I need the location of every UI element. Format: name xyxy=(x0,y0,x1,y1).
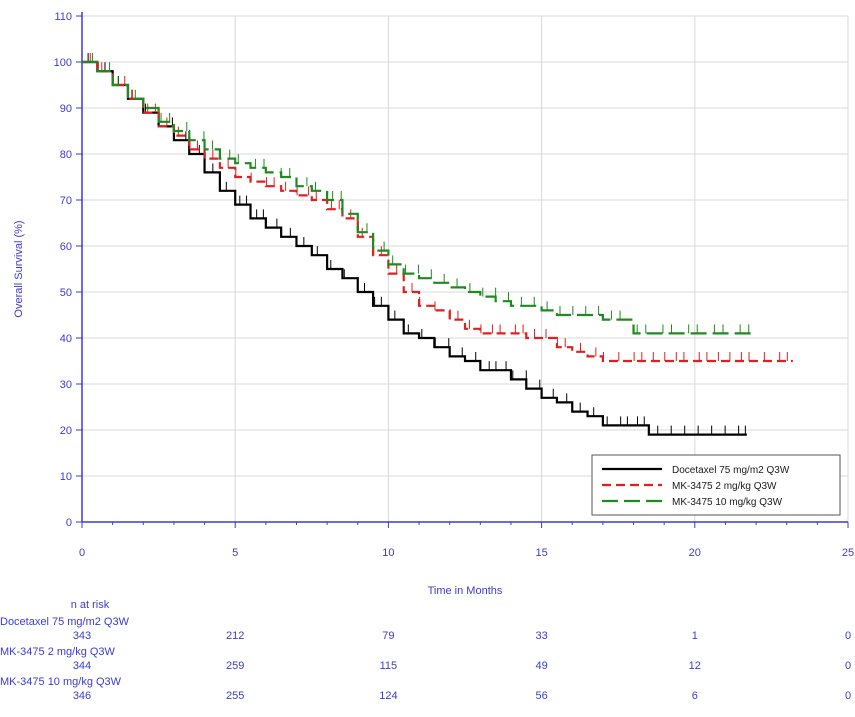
legend: Docetaxel 75 mg/m2 Q3W MK-3475 2 mg/kg Q3… xyxy=(591,454,841,516)
risk-count: 12 xyxy=(689,660,701,672)
risk-table-header: n at risk xyxy=(71,599,110,611)
risk-count: 344 xyxy=(73,660,91,672)
risk-count: 6 xyxy=(692,690,698,702)
risk-count: 0 xyxy=(845,690,851,702)
y-tick-label: 50 xyxy=(60,287,72,299)
y-tick-label: 110 xyxy=(54,11,72,23)
x-tick-label: 5 xyxy=(232,547,238,559)
risk-table: n at risk Docetaxel 75 mg/m2 Q3W 343 212 79… xyxy=(0,599,851,702)
risk-count: 56 xyxy=(535,690,547,702)
risk-count: 1 xyxy=(692,630,698,642)
risk-count: 346 xyxy=(73,690,91,702)
risk-count: 115 xyxy=(380,660,398,672)
grid-layer xyxy=(82,15,849,522)
risk-row-label: MK-3475 2 mg/kg Q3W xyxy=(0,646,116,658)
risk-count: 124 xyxy=(379,690,397,702)
y-tick-label: 20 xyxy=(60,425,72,437)
series-line xyxy=(82,60,747,436)
x-axis-title: Time in Months xyxy=(428,585,503,597)
y-tick-label: 60 xyxy=(60,241,72,253)
y-axis-title: Overall Survival (%) xyxy=(13,220,25,317)
axes-layer: 0 10 20 30 40 50 60 70 80 90 100 110 0 5 10 15 20 25 xyxy=(54,11,854,559)
risk-count: 343 xyxy=(73,630,91,642)
risk-count: 0 xyxy=(845,660,851,672)
legend-label: MK-3475 2 mg/kg Q3W xyxy=(672,481,777,492)
legend-label: Docetaxel 75 mg/m2 Q3W xyxy=(672,465,790,476)
risk-count: 259 xyxy=(226,660,244,672)
series-layer xyxy=(82,53,793,436)
y-tick-label: 70 xyxy=(60,195,72,207)
risk-count: 79 xyxy=(382,630,394,642)
risk-row-label: MK-3475 10 mg/kg Q3W xyxy=(0,676,122,688)
y-tick-label: 0 xyxy=(66,517,72,529)
y-tick-label: 30 xyxy=(60,379,72,391)
x-tick-label: 20 xyxy=(689,547,701,559)
y-tick-label: 90 xyxy=(60,103,72,115)
risk-count: 33 xyxy=(535,630,547,642)
y-tick-label: 40 xyxy=(60,333,72,345)
x-tick-label: 15 xyxy=(535,547,547,559)
series-line xyxy=(82,60,793,363)
y-tick-label: 100 xyxy=(54,57,72,69)
risk-count: 255 xyxy=(226,690,244,702)
x-tick-label: 0 xyxy=(79,547,85,559)
x-tick-label: 10 xyxy=(382,547,394,559)
series-line xyxy=(82,60,757,335)
risk-count: 0 xyxy=(845,630,851,642)
x-tick-label: 25 xyxy=(842,547,854,559)
y-tick-label: 80 xyxy=(60,149,72,161)
risk-count: 212 xyxy=(226,630,244,642)
risk-count: 49 xyxy=(535,660,547,672)
legend-label: MK-3475 10 mg/kg Q3W xyxy=(672,497,783,508)
risk-row-label: Docetaxel 75 mg/m2 Q3W xyxy=(0,616,130,628)
y-tick-label: 10 xyxy=(60,471,72,483)
